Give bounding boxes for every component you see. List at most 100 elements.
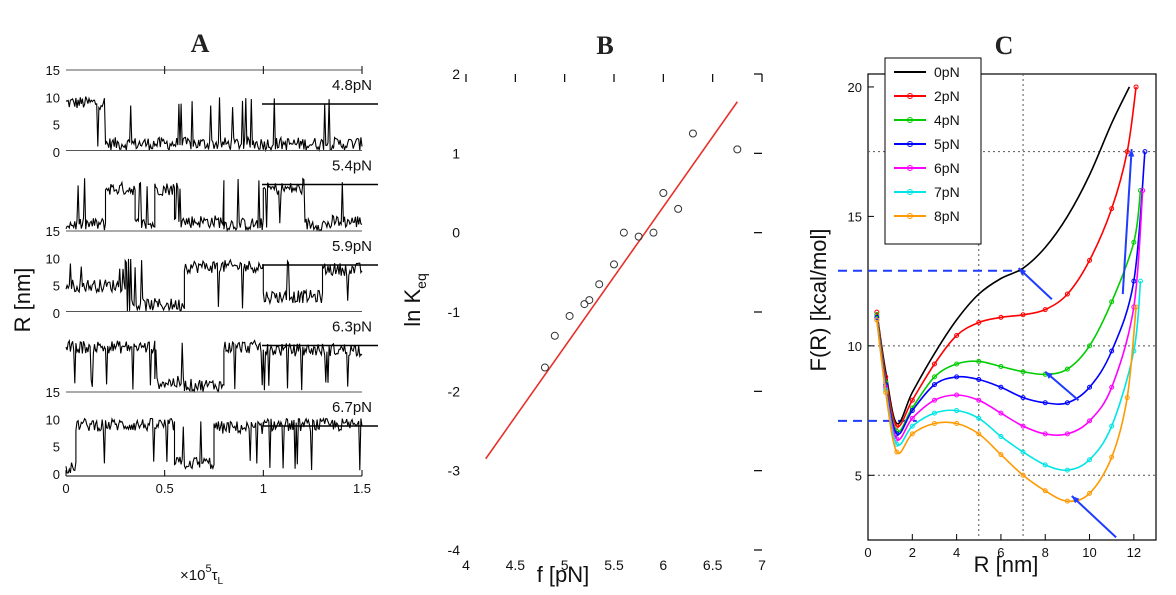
panel-a-ytick-label: 15 (46, 224, 60, 239)
panel-b-data-point (733, 145, 742, 154)
panel-a-ytick-label: 5 (53, 118, 60, 133)
panel-c-marker (1087, 384, 1093, 390)
panel-b-xtick-label: 7 (758, 557, 766, 573)
panel-b-ytick-label: -3 (448, 463, 461, 479)
panel-a-xlabel-sym: τ (212, 567, 218, 584)
panel-c-marker (909, 415, 915, 421)
panel-c-marker (931, 374, 937, 380)
panel-c-marker (976, 431, 982, 437)
panel-c-xtick-label: 10 (1082, 545, 1096, 560)
panel-c-marker (1109, 348, 1115, 354)
panel-c-marker (1042, 307, 1048, 313)
panel-a-title: A (191, 29, 210, 58)
panel-c-marker (1020, 312, 1026, 318)
panel-c-marker (976, 415, 982, 421)
panel-c-marker (909, 423, 915, 429)
panel-c-marker (1087, 490, 1093, 496)
panel-c-legend: 0pN 2pN 4pN 5pN 6pN 7pN 8pN (884, 57, 982, 245)
panel-c-marker (998, 384, 1004, 390)
panel-a-xtick-label: 0.5 (156, 481, 174, 496)
panel-c-marker (1042, 400, 1048, 406)
panel-c-marker (931, 361, 937, 367)
panel-c-legend-marker (907, 165, 913, 171)
panel-b-ytick-label: -2 (448, 383, 461, 399)
panel-c-legend-label: 5pN (934, 136, 960, 152)
panel-c-marker (1124, 149, 1130, 155)
panel-c-legend-marker (907, 93, 913, 99)
panel-a-series-label: 4.8pN (332, 77, 372, 94)
panel-c-legend-label: 2pN (934, 88, 960, 104)
panel-c-marker (1109, 423, 1115, 429)
panel-c-xlabel: R [nm] (974, 552, 1039, 577)
panel-c-marker (1064, 291, 1070, 297)
panel-b-ytick-label: 2 (452, 66, 460, 82)
panel-a-xlabel-exp: 5 (205, 563, 211, 575)
panel-c-marker (874, 314, 880, 320)
panel-c-marker (1064, 431, 1070, 437)
panel-c-curve-5pN (876, 151, 1146, 436)
panel-b-title: B (596, 31, 613, 60)
panel-c-marker (998, 433, 1004, 439)
panel-c-marker (1087, 257, 1093, 263)
panel-a-xlabel-sub: L (218, 576, 224, 587)
panel-c-legend-label: 4pN (934, 112, 960, 128)
panel-c-curve-2pN (876, 86, 1137, 428)
panel-b-data-point (585, 296, 594, 305)
panel-c-legend-label: 8pN (934, 208, 960, 224)
panel-a-trace-5.4pN (65, 177, 363, 233)
panel-b-xlabel: f [pN] (537, 562, 590, 587)
panel-a-series-label: 5.9pN (332, 238, 372, 255)
panel-c-ytick-label: 20 (848, 80, 862, 95)
panel-c-marker (954, 374, 960, 380)
panel-c-ytick-label: 15 (848, 209, 862, 224)
panel-b-ylabel-main: ln K (400, 289, 425, 327)
panel-c-marker (1087, 418, 1093, 424)
panel-a-ytick-label: 10 (46, 412, 60, 427)
panel-c-xtick-label: 4 (953, 545, 960, 560)
panel-a-trace-6.7pN (65, 416, 363, 474)
panel-b-data-point (649, 228, 658, 237)
panel-c-marker (954, 421, 960, 426)
panel-c-curve-6pN (876, 190, 1144, 441)
svg-text:ln Keq: ln Keq (400, 273, 429, 327)
panel-c-arrow-right-1-head (1128, 149, 1135, 157)
panel-c-curve-0pN (876, 86, 1131, 425)
panel-c-marker (1020, 449, 1026, 455)
panel-b-data-point (674, 204, 683, 213)
panel-c-marker (1064, 400, 1070, 406)
panel-c-legend-marker (907, 141, 913, 147)
panel-a-ytick-label: 0 (53, 145, 60, 160)
panel-a-trace-5.9pN (65, 258, 363, 312)
panel-c-frame (867, 73, 1157, 541)
panel-c-marker (1109, 454, 1115, 460)
panel-c-marker (931, 410, 937, 416)
panel-c-marker (1042, 488, 1048, 494)
panel-c-legend-marker (907, 213, 913, 219)
panel-a-ytick-label: 5 (53, 440, 60, 455)
panel-c-marker (931, 382, 937, 388)
panel-c-arrow-right-1 (1121, 149, 1133, 295)
panel-c-marker (976, 397, 982, 403)
panel-b-data-point (540, 363, 549, 372)
panel-c-marker (883, 389, 889, 395)
panel-b-data-point (619, 228, 628, 237)
panel-c-marker (1142, 149, 1148, 155)
panel-c-marker (1137, 278, 1143, 284)
panel-a-xtick-label: 1 (260, 481, 267, 496)
panel-a-ytick-label: 0 (53, 467, 60, 482)
panel-c-marker (894, 449, 900, 455)
panel-c-ytick-label: 5 (855, 468, 862, 483)
panel-c-xtick-label: 6 (997, 545, 1004, 560)
panel-c-marker (909, 408, 915, 414)
panel-c-marker (931, 397, 937, 403)
panel-c-marker (1064, 498, 1070, 504)
panel-b-fit-line (485, 101, 738, 460)
panel-c-marker (1124, 395, 1130, 401)
panel-b-data-point (659, 189, 668, 197)
panel-a-trace-4.8pN (65, 96, 363, 153)
panel-c-marker (1131, 278, 1137, 284)
panel-c-legend-marker (907, 189, 913, 195)
panel-b-xtick-label: 4 (462, 557, 470, 573)
panel-c-marker (1064, 366, 1070, 372)
